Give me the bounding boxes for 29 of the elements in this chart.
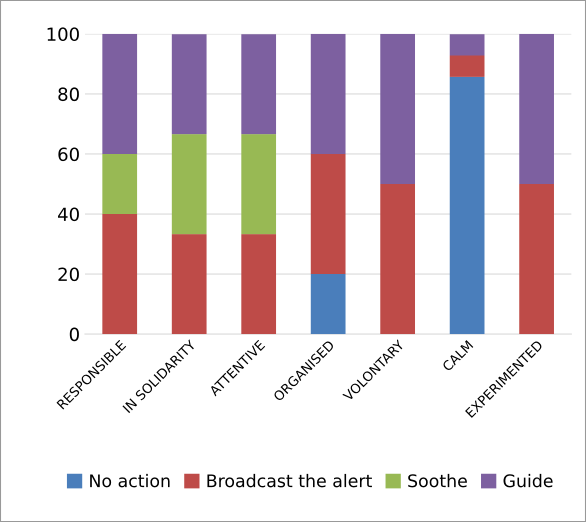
y-tick-label: 40 bbox=[58, 207, 79, 222]
y-tick-label: 60 bbox=[58, 147, 79, 162]
bar bbox=[519, 34, 554, 184]
bar bbox=[172, 134, 207, 234]
bar bbox=[310, 34, 346, 154]
bar bbox=[450, 56, 484, 77]
bar bbox=[519, 184, 554, 334]
y-tick-label: 80 bbox=[58, 87, 79, 102]
legend-label: Guide bbox=[504, 474, 553, 488]
legend-label: No action bbox=[90, 474, 170, 488]
bar bbox=[241, 34, 276, 134]
bar bbox=[241, 234, 276, 334]
bar bbox=[310, 274, 346, 334]
bar bbox=[102, 154, 138, 214]
bar bbox=[310, 154, 346, 274]
bar bbox=[102, 34, 138, 154]
bar bbox=[172, 234, 207, 334]
legend-label: Soothe bbox=[408, 474, 467, 488]
bar bbox=[241, 134, 276, 234]
y-tick-label: 100 bbox=[48, 27, 79, 42]
bar bbox=[172, 34, 207, 134]
bar bbox=[380, 184, 416, 334]
bar bbox=[102, 214, 138, 334]
y-tick-label: 20 bbox=[58, 268, 79, 282]
y-tick-label: 0 bbox=[70, 328, 79, 342]
bar bbox=[380, 34, 416, 184]
bar bbox=[450, 76, 484, 334]
legend-label: Broadcast the alert bbox=[207, 474, 372, 488]
bar bbox=[450, 34, 484, 56]
